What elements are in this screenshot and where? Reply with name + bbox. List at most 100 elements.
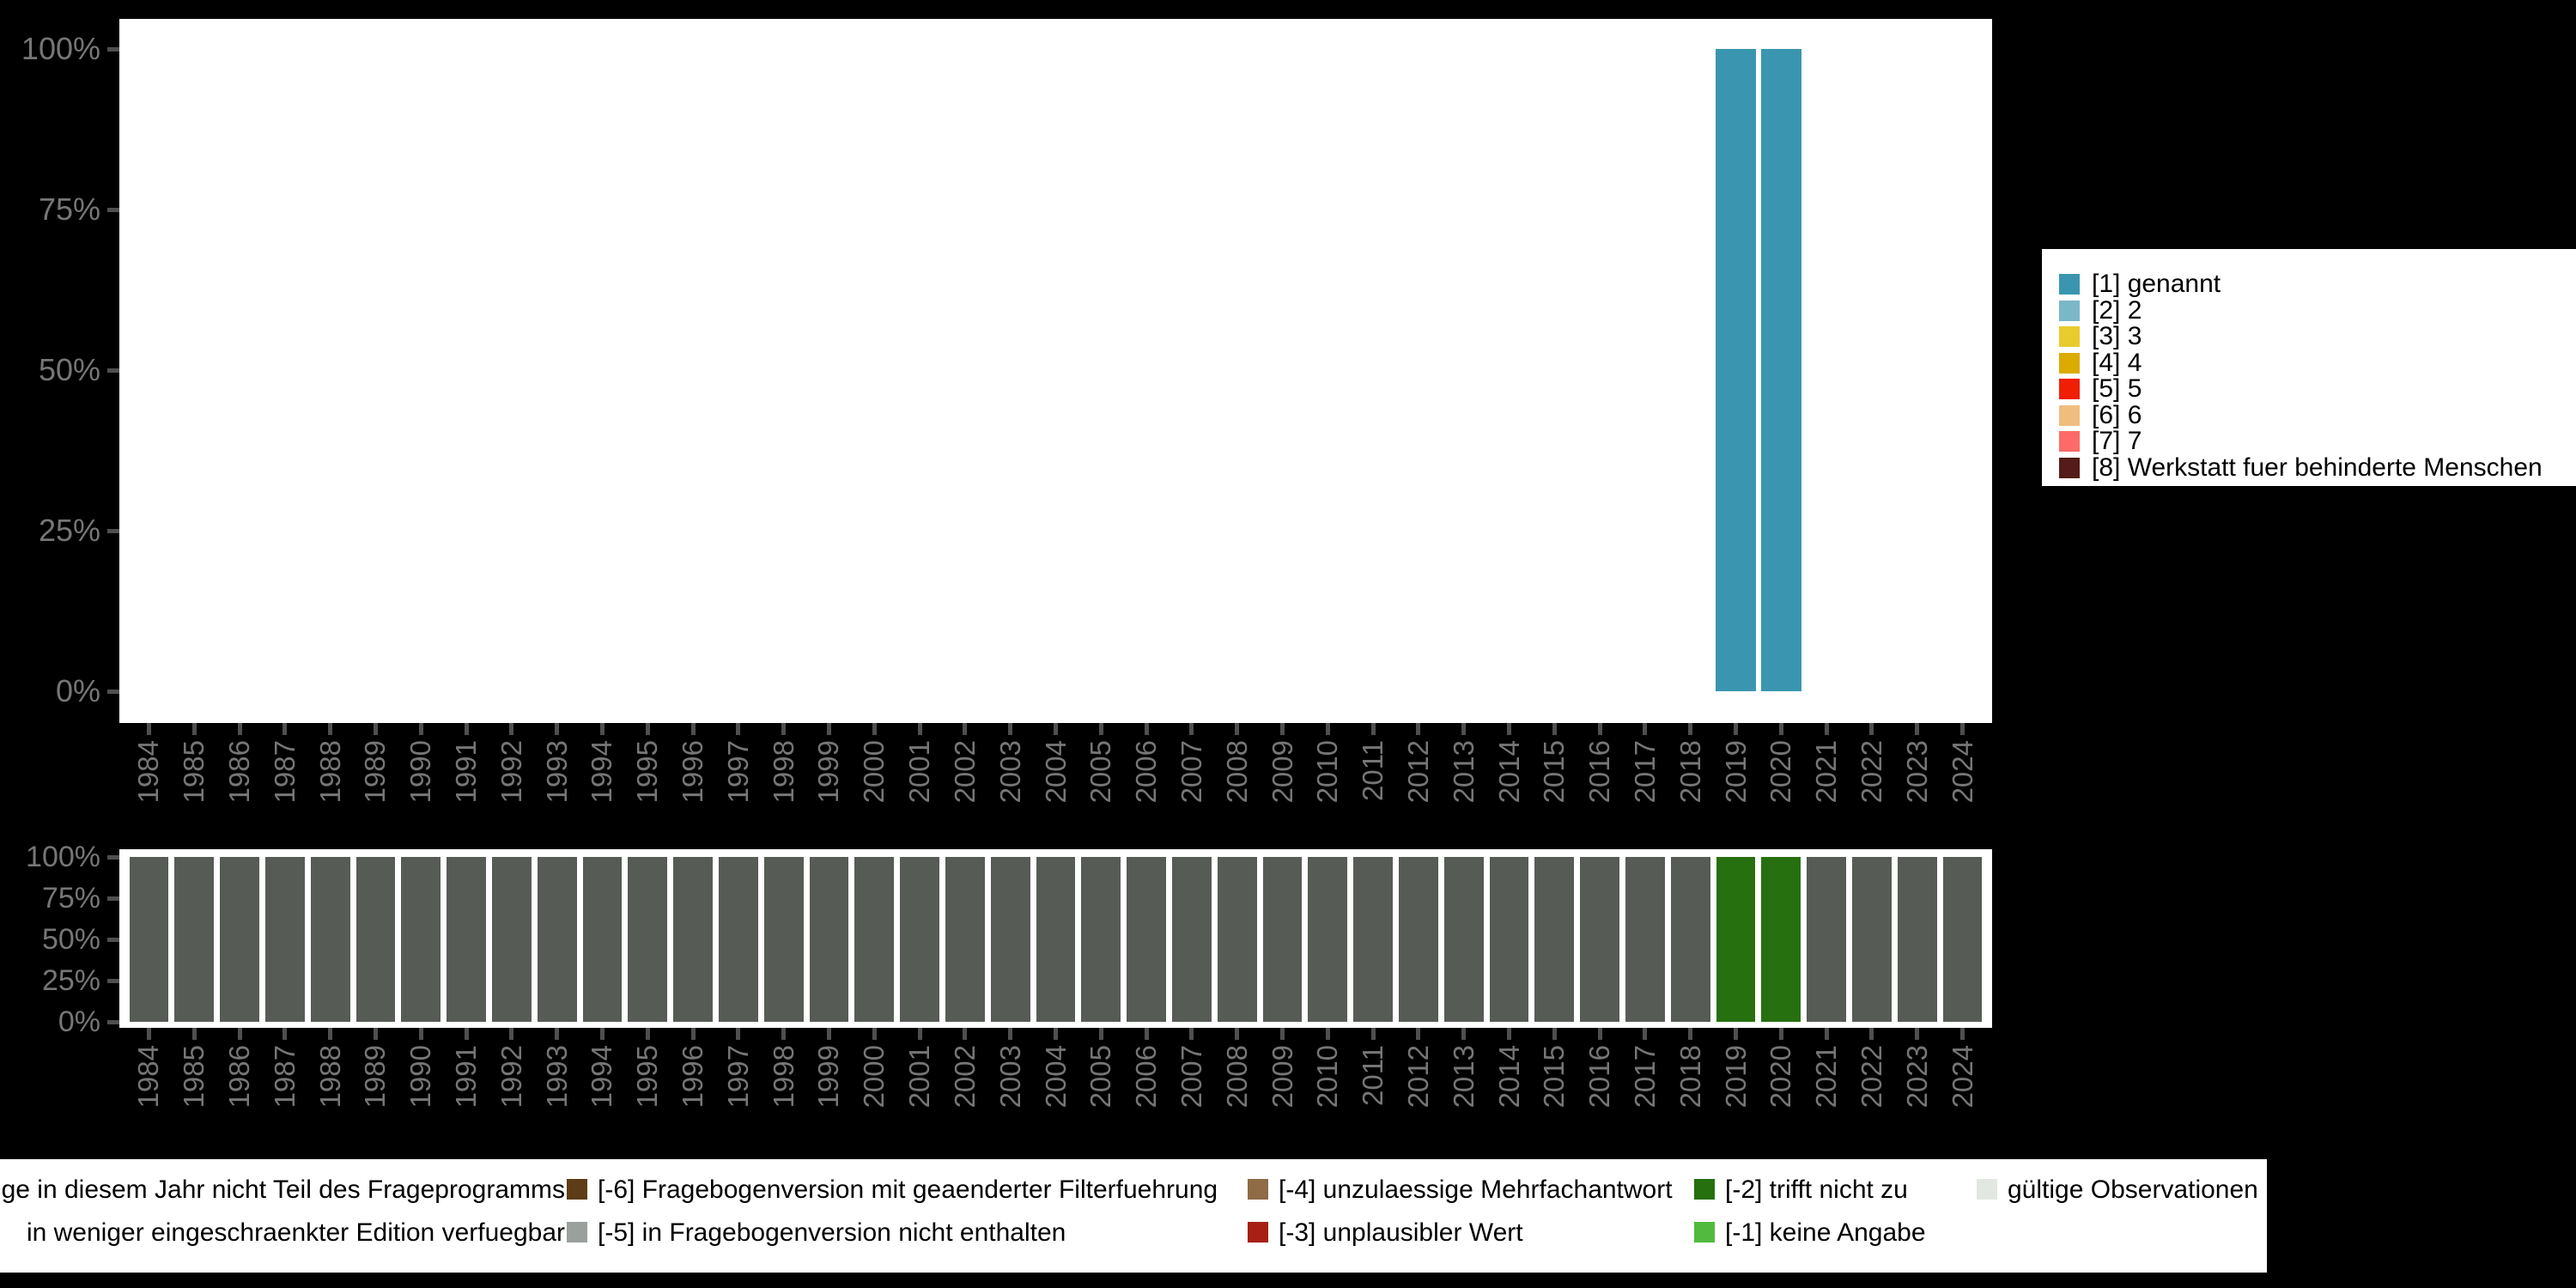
x-tick [1507,723,1512,735]
missing-bar-2010[interactable] [1308,857,1348,1022]
x-tick-label-2000: 2000 [858,740,890,804]
y-tick-label: 50% [38,352,100,387]
category-legend-item[interactable]: [3] 3 [2059,322,2142,350]
missing-bar-2015[interactable] [1534,857,1575,1022]
category-legend-label: [7] 7 [2092,427,2142,455]
x-tick [464,723,469,735]
frequency-bar-2019[interactable] [1716,49,1756,691]
missing-bar-1998[interactable] [763,857,804,1022]
missing-bar-2001[interactable] [900,857,939,1022]
category-legend-item[interactable]: [5] 5 [2059,374,2142,403]
missing-bar-1993[interactable] [537,857,577,1022]
missing-legend-label: [-4] unzulaessige Mehrfachantwort [1279,1176,1673,1204]
missing-bar-1992[interactable] [491,857,532,1022]
frequency-bar-2020[interactable] [1760,49,1801,691]
x-tick-label-1993: 1993 [540,1045,573,1109]
missing-bar-2024[interactable] [1942,857,1983,1022]
x-tick-label-2009: 2009 [1266,1045,1298,1109]
missing-bar-2017[interactable] [1625,857,1665,1022]
missing-bar-2012[interactable] [1399,857,1438,1022]
missing-bar-1986[interactable] [220,857,259,1022]
y-tick [107,854,119,860]
x-tick [283,723,288,735]
x-tick-label-2013: 2013 [1447,740,1479,804]
x-tick [872,723,877,735]
missing-bar-2002[interactable] [945,857,985,1022]
missing-bar-2000[interactable] [854,857,895,1022]
x-tick-label-2020: 2020 [1765,740,1797,804]
x-tick [328,723,333,735]
missing-bar-1995[interactable] [628,857,668,1022]
x-tick [1235,1028,1240,1040]
missing-bar-2005[interactable] [1081,857,1121,1022]
category-legend-item[interactable]: [7] 7 [2059,427,2142,455]
x-tick [1960,723,1965,735]
x-tick-label-2017: 2017 [1628,740,1661,804]
y-tick [107,1019,119,1024]
y-tick [107,528,119,533]
missing-bar-2008[interactable] [1217,857,1257,1022]
x-tick-label-1994: 1994 [586,1045,618,1109]
missing-bar-2007[interactable] [1172,857,1212,1022]
missing-bar-2013[interactable] [1443,857,1484,1022]
category-legend-item[interactable]: [8] Werkstatt fuer behinderte Menschen [2059,453,2543,482]
x-tick [1688,1028,1693,1040]
missing-bar-1999[interactable] [809,857,849,1022]
missing-bar-1987[interactable] [264,857,305,1022]
missing-bar-1990[interactable] [401,857,441,1022]
x-tick [917,723,922,735]
missing-bar-2011[interactable] [1353,857,1394,1022]
missing-bar-2009[interactable] [1262,857,1303,1022]
y-tick-label: 100% [26,841,100,873]
x-tick [1869,723,1874,735]
x-tick [418,723,423,735]
missing-bar-1994[interactable] [582,857,623,1022]
category-legend-item[interactable]: [4] 4 [2059,349,2142,377]
x-tick-label-2003: 2003 [993,1045,1026,1109]
missing-bar-1996[interactable] [673,857,713,1022]
missing-bar-2021[interactable] [1807,857,1847,1022]
missing-bar-1989[interactable] [355,857,396,1022]
y-tick [107,937,119,942]
missing-bar-2004[interactable] [1036,857,1076,1022]
missing-bar-2016[interactable] [1580,857,1620,1022]
missing-bar-2003[interactable] [990,857,1030,1022]
y-tick [107,368,119,373]
missing-bar-2020[interactable] [1761,857,1801,1022]
missing-bar-2023[interactable] [1897,857,1937,1022]
x-tick-label-1999: 1999 [812,1045,845,1109]
x-tick-label-1985: 1985 [178,740,210,804]
missing-bar-1984[interactable] [129,857,169,1022]
x-tick-label-2016: 2016 [1583,740,1616,804]
missing-bar-2006[interactable] [1127,857,1166,1022]
missing-bar-1988[interactable] [310,857,350,1022]
missing-bar-1997[interactable] [718,857,758,1022]
x-tick-label-1993: 1993 [540,740,573,804]
x-tick-label-2002: 2002 [948,740,981,804]
x-tick [1370,723,1376,735]
x-tick-label-2020: 2020 [1765,1045,1797,1109]
x-tick [555,1028,560,1040]
x-tick [736,1028,741,1040]
missing-bar-2018[interactable] [1670,857,1710,1022]
missing-bar-1991[interactable] [447,857,486,1022]
x-tick-label-1987: 1987 [268,740,301,804]
x-tick [1325,723,1330,735]
missing-legend-swatch [1248,1222,1268,1242]
missing-bar-2022[interactable] [1852,857,1892,1022]
missing-bar-1985[interactable] [174,857,215,1022]
missing-bar-2019[interactable] [1716,857,1756,1022]
x-tick-label-1991: 1991 [450,1045,483,1109]
x-tick-label-1984: 1984 [132,740,165,804]
category-legend-item[interactable]: [1] genannt [2059,270,2221,298]
category-legend-item[interactable]: [2] 2 [2059,296,2142,325]
missing-bar-2014[interactable] [1489,857,1529,1022]
x-tick-label-1997: 1997 [721,740,754,804]
category-legend-item[interactable]: [6] 6 [2059,401,2142,429]
x-tick [781,723,787,735]
x-tick-label-2019: 2019 [1719,1045,1752,1109]
x-tick-label-1984: 1984 [132,1045,165,1109]
x-tick-label-1988: 1988 [313,1045,346,1109]
x-tick-label-2011: 2011 [1357,740,1389,801]
x-tick [509,723,514,735]
